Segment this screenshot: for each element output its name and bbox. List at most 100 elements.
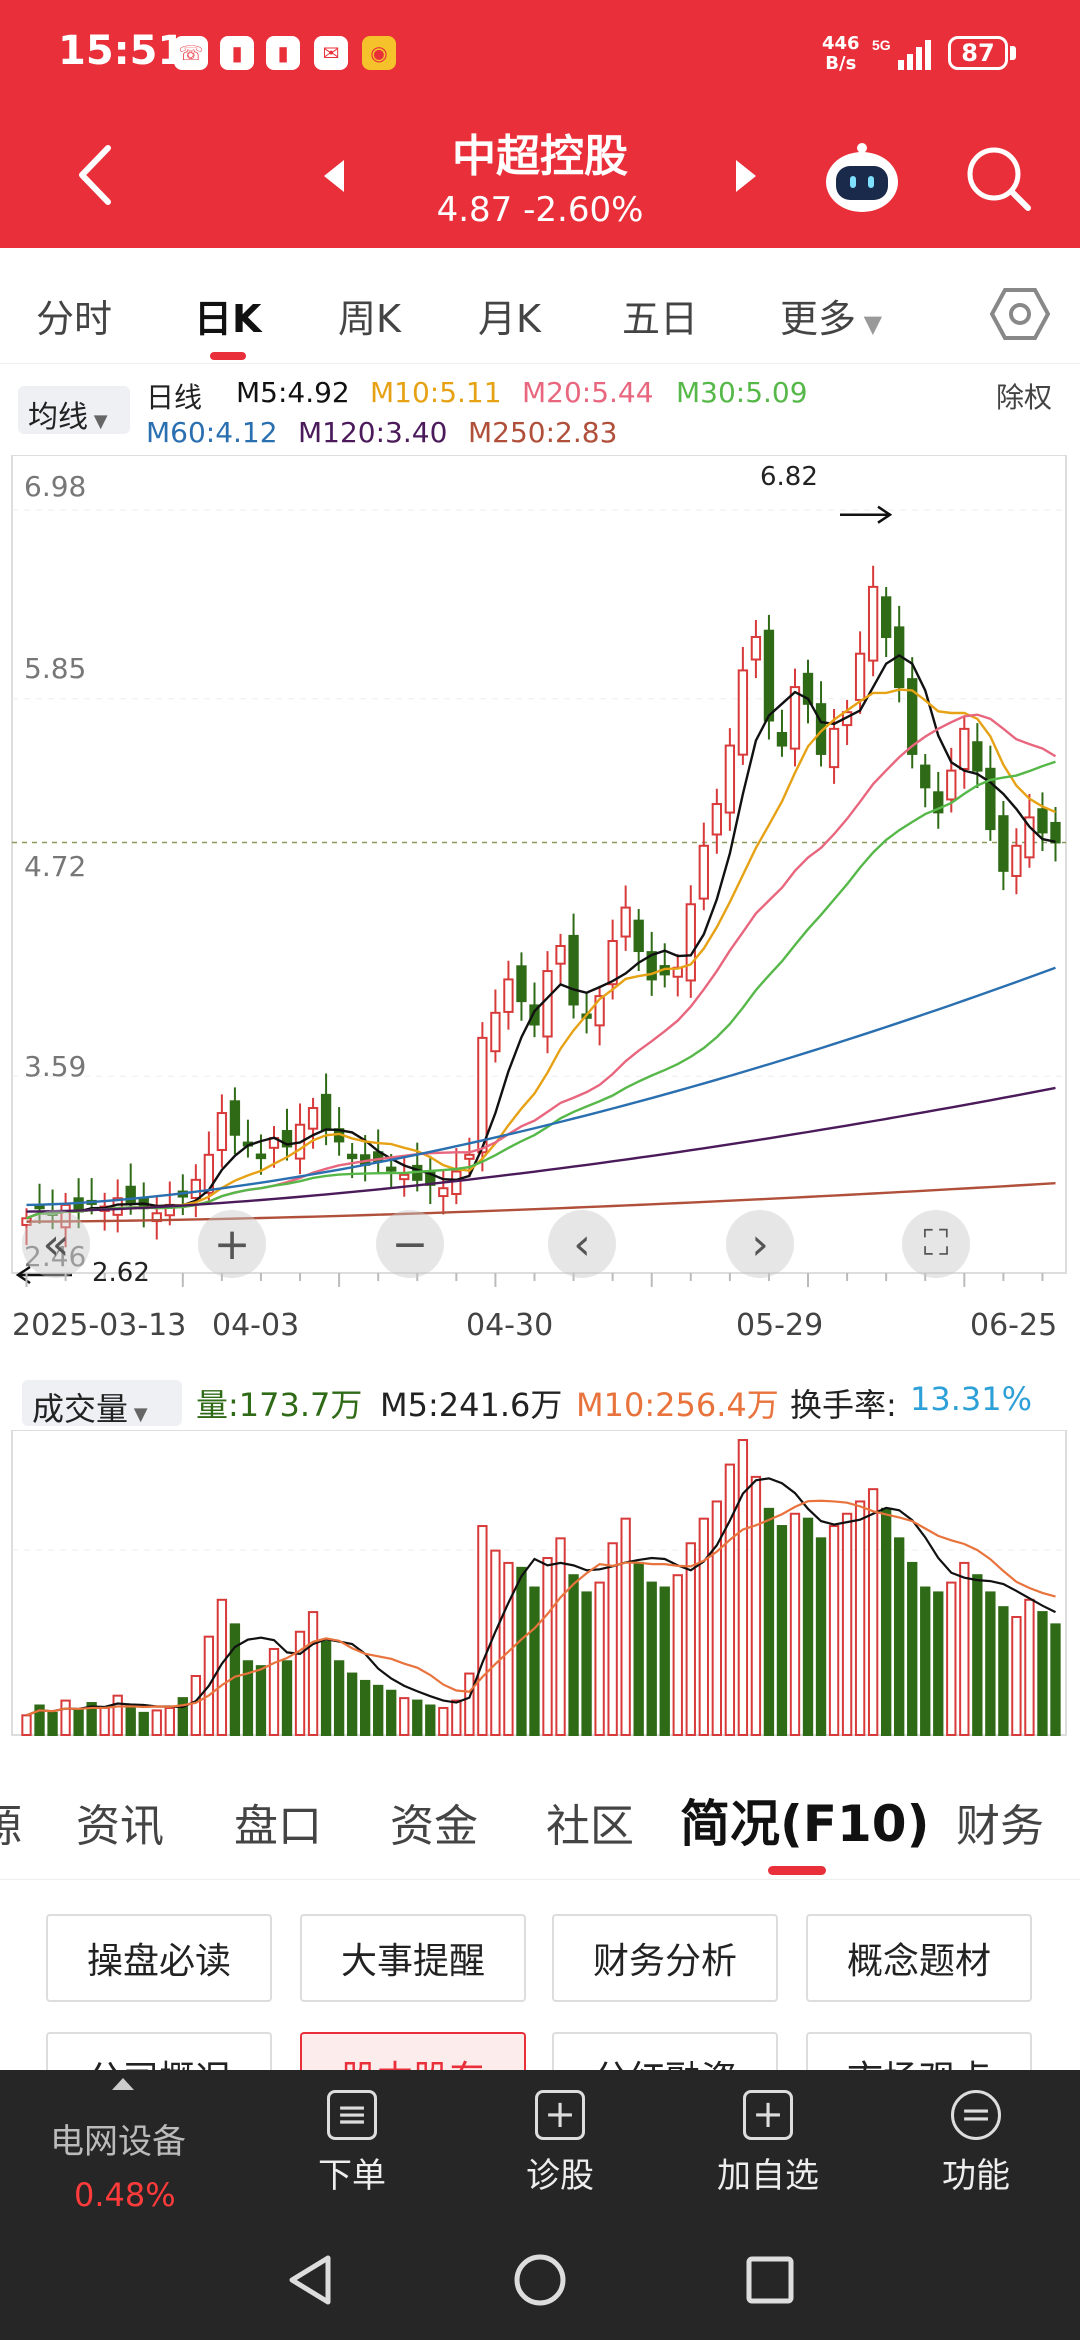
volume-bar: [34, 1704, 45, 1736]
volume-bar: [1011, 1616, 1022, 1736]
tab-orderbook[interactable]: 盘口: [234, 1801, 322, 1852]
candle: [711, 788, 723, 854]
candle: [1011, 828, 1022, 895]
candle: [425, 1155, 436, 1205]
scroll-left-fast-button[interactable]: «: [22, 1210, 90, 1278]
tab-funds[interactable]: 资金: [390, 1801, 478, 1852]
tab-finance[interactable]: 财务: [956, 1801, 1044, 1852]
notification-book-icon: ▮: [220, 36, 254, 70]
svg-text:5G: 5G: [872, 37, 891, 53]
financial-analysis-button[interactable]: 财务分析: [552, 1914, 778, 2002]
search-icon[interactable]: [964, 144, 1034, 214]
tab-more[interactable]: 更多 ▼: [780, 288, 882, 343]
battery-cap: [1010, 46, 1016, 60]
notification-book-icon-2: ▮: [266, 36, 300, 70]
order-button[interactable]: ≡ 下单: [282, 2090, 422, 2197]
volume-bar: [477, 1525, 488, 1736]
candle: [229, 1087, 241, 1155]
volume-bar: [438, 1706, 449, 1737]
turnover-value: 13.31%: [910, 1380, 1033, 1418]
next-stock-icon[interactable]: [732, 158, 760, 194]
volume-bar: [177, 1697, 188, 1736]
zoom-in-button[interactable]: +: [198, 1210, 266, 1278]
tab-daily-k[interactable]: 日K: [194, 297, 262, 341]
fullscreen-button[interactable]: ⛶: [902, 1210, 970, 1278]
scroll-left-button[interactable]: ‹: [548, 1210, 616, 1278]
tab-f10-overview[interactable]: 简况(F10): [680, 1795, 930, 1853]
tab-community[interactable]: 社区: [546, 1801, 634, 1852]
tab-intraday[interactable]: 分时: [36, 297, 113, 341]
candle: [672, 954, 683, 997]
volume-bar: [138, 1711, 149, 1736]
candle: [99, 1192, 110, 1231]
functions-button[interactable]: = 功能: [906, 2090, 1046, 2197]
volume-bar: [346, 1672, 358, 1737]
nav-back-icon[interactable]: [280, 2250, 340, 2310]
add-watchlist-button[interactable]: + 加自选: [698, 2090, 838, 2197]
tab-monthly-k[interactable]: 月K: [478, 297, 541, 341]
candle: [685, 885, 696, 998]
candle: [516, 952, 527, 1021]
diagnose-button[interactable]: + 诊股: [490, 2090, 630, 2197]
volume-bar: [190, 1675, 202, 1736]
tab-news[interactable]: 资讯: [76, 1801, 164, 1852]
ma-mode: 日线: [146, 381, 203, 414]
candle: [216, 1094, 228, 1168]
volume-bar: [386, 1689, 397, 1736]
volume-bar: [959, 1561, 970, 1736]
prev-stock-icon[interactable]: [320, 158, 348, 194]
zoom-out-button[interactable]: −: [376, 1210, 444, 1278]
y-tick-label: 5.85: [24, 652, 87, 685]
nav-recents-icon[interactable]: [740, 2250, 800, 2310]
status-time: 15:51: [58, 28, 186, 74]
candle: [294, 1103, 306, 1175]
ma-m250: M250:2.83: [468, 416, 618, 449]
candle: [933, 771, 944, 829]
y-tick-label: 3.59: [24, 1050, 87, 1083]
candle: [60, 1193, 71, 1248]
volume-value: 量:173.7万: [196, 1386, 363, 1424]
volume-bar: [86, 1702, 97, 1736]
ma-m10: M10:5.11: [370, 376, 502, 409]
ma-m30: M30:5.09: [676, 376, 808, 409]
turnover-label: 换手率:: [790, 1386, 897, 1424]
nav-home-icon[interactable]: [510, 2250, 570, 2310]
volume-bar: [841, 1512, 853, 1736]
tab-weekly-k[interactable]: 周K: [338, 297, 401, 341]
chevron-up-icon[interactable]: [110, 2076, 136, 2092]
settings-hexagon-icon[interactable]: [990, 286, 1050, 342]
candle: [724, 728, 736, 831]
candle: [620, 885, 631, 951]
low-price-label: 2.62: [92, 1258, 150, 1288]
assistant-robot-icon[interactable]: [822, 140, 902, 216]
volume-indicator-selector[interactable]: 成交量 ▼: [22, 1380, 182, 1428]
kline-chart[interactable]: [0, 455, 1080, 1335]
concept-theme-button[interactable]: 概念题材: [806, 1914, 1032, 2002]
volume-bar: [1037, 1611, 1048, 1736]
tab-partial[interactable]: 源: [0, 1790, 22, 1854]
candle: [763, 614, 775, 740]
volume-bar: [946, 1581, 957, 1736]
candle: [698, 822, 709, 911]
tab-five-day[interactable]: 五日: [622, 297, 699, 341]
scroll-right-button[interactable]: ›: [726, 1210, 794, 1278]
x-tick-label: 06-25: [970, 1308, 1058, 1343]
sector-name[interactable]: 电网设备: [50, 2122, 186, 2162]
back-icon[interactable]: [70, 140, 120, 210]
y-tick-label: 6.98: [24, 470, 87, 503]
event-reminder-button[interactable]: 大事提醒: [300, 1914, 526, 2002]
volume-bar: [464, 1672, 475, 1737]
indicator-selector[interactable]: 均线 ▼: [18, 386, 130, 435]
chart-frame: [11, 455, 1067, 1274]
add-icon: +: [743, 2090, 793, 2140]
volume-bar: [620, 1517, 631, 1736]
net-speed: 446 B/s: [822, 33, 860, 74]
trading-must-read-button[interactable]: 操盘必读: [46, 1914, 272, 2002]
indicator-selector-label: 均线: [28, 400, 88, 435]
candle: [880, 586, 892, 658]
x-tick-label: 04-03: [212, 1308, 300, 1343]
volume-bar: [281, 1660, 293, 1736]
volume-bar: [867, 1488, 879, 1736]
ex-rights-toggle[interactable]: 除权: [996, 381, 1053, 414]
stock-quote: 4.87 -2.60%: [436, 190, 644, 230]
